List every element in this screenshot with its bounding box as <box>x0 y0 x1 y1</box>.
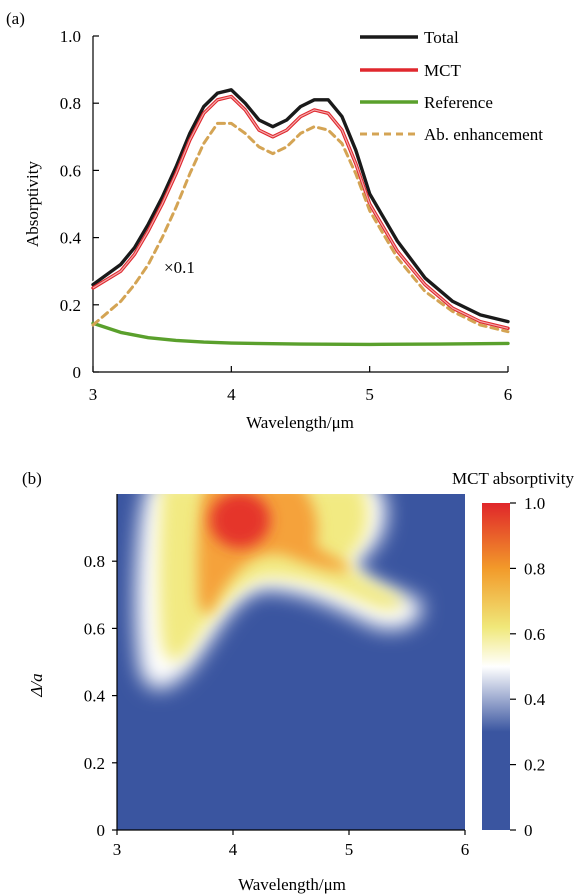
panel-a: (a) 0 0.2 0.4 0.6 0.8 1.0 3 4 5 6 Wavelength/μm … <box>6 9 543 432</box>
colorbar-tick-label: 0 <box>524 821 533 840</box>
colorbar-tick-label: 0.8 <box>524 559 545 578</box>
panel-b-y-tick-label: 0.4 <box>84 687 106 706</box>
series-mct-highlight <box>92 95 509 329</box>
panel-a-x-axis-label: Wavelength/μm <box>246 413 354 432</box>
heatmap-peak <box>210 494 270 548</box>
panel-a-y-axis-label: Absorptivity <box>23 161 42 247</box>
colorbar-gradient <box>482 503 510 830</box>
panel-a-y-tick-label: 0.8 <box>60 94 81 113</box>
legend-label-mct: MCT <box>424 61 461 80</box>
heatmap-red-core <box>210 494 270 548</box>
panel-b-y-axis-label: Δ/a <box>27 673 46 697</box>
series-line-reference <box>91 321 510 347</box>
heatmap <box>117 494 465 830</box>
colorbar-tick-label: 0.6 <box>524 625 545 644</box>
panel-a-y-tick-label: 0.2 <box>60 296 81 315</box>
legend-label-ab-enhancement: Ab. enhancement <box>424 125 543 144</box>
panel-a-x-tick-label: 4 <box>227 385 236 404</box>
legend-label-reference: Reference <box>424 93 493 112</box>
panel-b-x-axis-label: Wavelength/μm <box>238 875 346 894</box>
colorbar-tick-label: 1.0 <box>524 494 545 513</box>
panel-b-y-tick-label: 0 <box>97 821 106 840</box>
panel-b: (b) MCT absorptivity 0 0.2 0.4 0.6 0.8 3 4 5 6 <box>22 469 574 894</box>
panel-b-x-tick-label: 4 <box>229 840 238 859</box>
colorbar-title: MCT absorptivity <box>452 469 574 488</box>
panel-b-y-tick-label: 0.6 <box>84 619 105 638</box>
panel-a-axes: 0 0.2 0.4 0.6 0.8 1.0 3 4 5 6 Wavelength/μm Abso… <box>23 27 512 432</box>
panel-b-x-tick-label: 3 <box>113 840 122 859</box>
panel-b-x-tick-label: 5 <box>345 840 354 859</box>
panel-a-scale-annotation: ×0.1 <box>164 258 195 277</box>
colorbar: 1.0 0.8 0.6 0.4 0.2 0 <box>482 494 546 840</box>
panel-a-legend: Total MCT Reference Ab. enhancement <box>360 28 543 144</box>
panel-a-y-tick-label: 1.0 <box>60 27 81 46</box>
panel-a-x-tick-label: 3 <box>89 385 98 404</box>
panel-b-y-tick-label: 0.8 <box>84 552 105 571</box>
series-line-total <box>91 88 510 324</box>
panel-a-y-tick-label: 0.4 <box>60 229 82 248</box>
panel-b-y-tick-label: 0.2 <box>84 754 105 773</box>
panel-a-y-tick-label: 0.6 <box>60 161 81 180</box>
colorbar-tick-label: 0.4 <box>524 690 546 709</box>
series-line-ab-enhancement <box>91 121 510 334</box>
panel-a-y-tick-label: 0 <box>73 363 82 382</box>
panel-a-x-tick-label: 6 <box>504 385 513 404</box>
panel-b-axes: 0 0.2 0.4 0.6 0.8 3 4 5 6 Wavelength/μm Δ/a <box>27 494 469 894</box>
legend-label-total: Total <box>424 28 459 47</box>
panel-a-plot-area <box>91 86 510 347</box>
panel-b-label: (b) <box>22 469 42 488</box>
panel-b-x-tick-label: 6 <box>461 840 470 859</box>
panel-a-x-tick-label: 5 <box>365 385 374 404</box>
panel-a-label: (a) <box>6 9 25 28</box>
colorbar-tick-label: 0.2 <box>524 756 545 775</box>
